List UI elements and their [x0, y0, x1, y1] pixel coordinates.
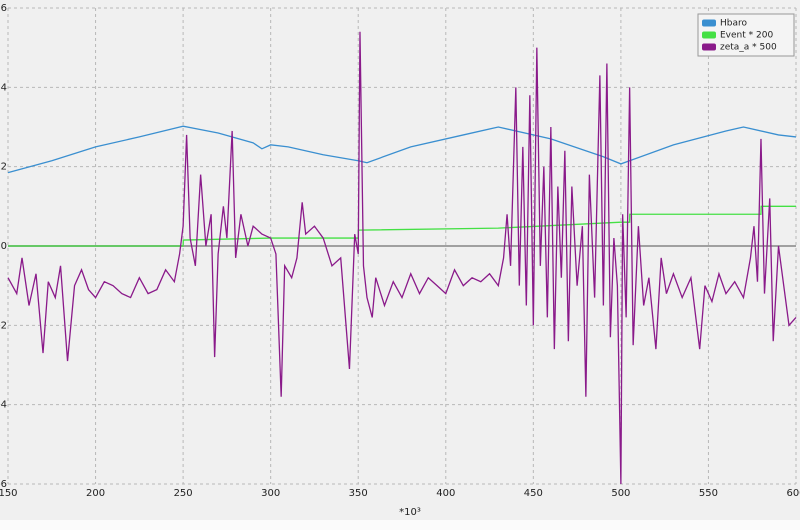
- x-tick-label: 200: [86, 488, 105, 499]
- legend-swatch: [702, 43, 716, 51]
- legend-swatch: [702, 19, 716, 27]
- legend-label: zeta_a * 500: [720, 43, 777, 53]
- y-tick-label: 2: [1, 162, 7, 173]
- x-tick-label: 300: [261, 488, 280, 499]
- legend: Hbaro Event * 200 zeta_a * 500: [697, 13, 795, 57]
- y-tick-label: -2: [0, 320, 7, 331]
- x-tick-label: 550: [699, 488, 718, 499]
- legend-label: Hbaro: [720, 19, 747, 29]
- y-tick-label: 6: [1, 3, 7, 14]
- series-line: [7, 125, 797, 174]
- y-tick-label: 0: [1, 241, 7, 252]
- status-strip: [0, 520, 800, 530]
- y-tick-label: -4: [0, 400, 7, 411]
- x-tick-label: 500: [611, 488, 630, 499]
- x-tick-label: 150: [0, 488, 18, 499]
- x-tick-label: 600: [786, 488, 800, 499]
- series-line: [7, 31, 797, 485]
- series-line: [8, 205, 796, 247]
- x-tick-label: 450: [524, 488, 543, 499]
- legend-label: Event * 200: [720, 31, 773, 41]
- x-tick-label: 400: [436, 488, 455, 499]
- x-tick-label: 350: [349, 488, 368, 499]
- y-tick-label: 4: [1, 82, 7, 93]
- legend-swatch: [702, 31, 716, 39]
- x-axis-label: *10³: [399, 507, 421, 518]
- x-tick-label: 250: [174, 488, 193, 499]
- y-tick-label: -6: [0, 479, 7, 490]
